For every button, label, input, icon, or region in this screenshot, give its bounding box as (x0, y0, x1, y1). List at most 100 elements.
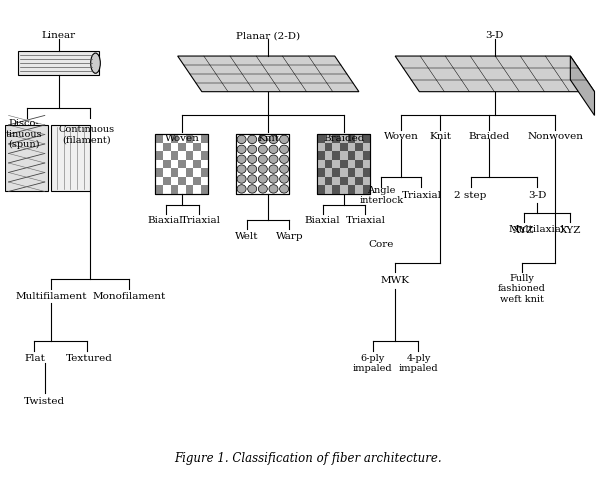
Ellipse shape (280, 185, 288, 193)
Bar (340, 134, 348, 143)
Bar (236, 134, 290, 194)
Text: Continuous
(filament): Continuous (filament) (59, 125, 115, 144)
Bar (325, 177, 332, 185)
Text: XYZ: XYZ (560, 226, 581, 235)
Bar (348, 160, 355, 168)
Text: Figure 1. Classification of fiber architecture.: Figure 1. Classification of fiber archit… (174, 452, 441, 465)
Bar (340, 152, 348, 160)
Text: Biaxial: Biaxial (148, 217, 183, 226)
Bar (355, 152, 363, 160)
Bar (363, 185, 370, 194)
Ellipse shape (247, 175, 257, 183)
Ellipse shape (258, 155, 268, 163)
Text: Multilaxial: Multilaxial (509, 225, 565, 234)
Bar (332, 143, 340, 152)
Bar (332, 160, 340, 168)
Bar (332, 152, 340, 160)
Bar (201, 152, 208, 160)
Ellipse shape (269, 155, 278, 163)
Ellipse shape (269, 175, 278, 183)
Bar (348, 143, 355, 152)
Text: Biaxial: Biaxial (305, 217, 340, 226)
Ellipse shape (90, 53, 100, 73)
Ellipse shape (280, 165, 288, 174)
Bar (236, 134, 290, 194)
Ellipse shape (280, 155, 288, 163)
Text: Disco-
tinuous
(spun): Disco- tinuous (spun) (5, 120, 42, 150)
Bar (340, 168, 348, 177)
Bar (201, 134, 208, 143)
Bar (332, 177, 340, 185)
Text: Angle
interlock: Angle interlock (359, 185, 403, 205)
Polygon shape (570, 56, 595, 116)
Bar (155, 152, 163, 160)
Text: Knit: Knit (430, 132, 452, 141)
Bar (355, 185, 363, 194)
Bar (317, 134, 370, 194)
Bar (170, 152, 178, 160)
Ellipse shape (237, 135, 246, 143)
Bar (332, 134, 340, 143)
Bar (332, 185, 340, 194)
Text: 4-ply
impaled: 4-ply impaled (399, 354, 439, 373)
Bar (317, 134, 325, 143)
Text: Warp: Warp (276, 232, 303, 241)
Text: Braided: Braided (323, 134, 365, 143)
Bar (201, 168, 208, 177)
Polygon shape (178, 56, 359, 92)
Bar (340, 185, 348, 194)
Bar (325, 160, 332, 168)
Ellipse shape (280, 175, 288, 183)
Bar (317, 177, 325, 185)
Bar (317, 185, 325, 194)
Bar (317, 160, 325, 168)
Ellipse shape (237, 145, 246, 153)
Bar (155, 134, 163, 143)
Bar (348, 177, 355, 185)
Bar (193, 160, 201, 168)
Bar (332, 168, 340, 177)
Ellipse shape (269, 185, 278, 193)
Ellipse shape (247, 155, 257, 163)
Bar (163, 143, 170, 152)
Bar (355, 177, 363, 185)
Bar (363, 143, 370, 152)
Text: 3-D: 3-D (528, 191, 546, 200)
Bar (155, 134, 208, 194)
Polygon shape (395, 56, 595, 92)
Ellipse shape (280, 135, 288, 143)
Ellipse shape (258, 135, 268, 143)
Ellipse shape (247, 135, 257, 143)
Bar (348, 185, 355, 194)
Text: Woven: Woven (164, 134, 199, 143)
Bar (355, 143, 363, 152)
Bar (340, 160, 348, 168)
Bar (317, 134, 370, 194)
Bar (155, 134, 208, 194)
Bar (325, 143, 332, 152)
Bar (163, 177, 170, 185)
Text: Twisted: Twisted (24, 397, 65, 406)
Text: Multifilament: Multifilament (15, 293, 87, 302)
Ellipse shape (269, 165, 278, 174)
Text: Woven: Woven (384, 132, 419, 141)
Text: Monofilament: Monofilament (93, 293, 166, 302)
Text: Triaxial: Triaxial (181, 217, 221, 226)
Bar (348, 168, 355, 177)
Text: Textured: Textured (65, 354, 112, 363)
Text: XYZ: XYZ (513, 226, 535, 235)
Bar (325, 168, 332, 177)
Bar (355, 160, 363, 168)
Bar (170, 168, 178, 177)
Ellipse shape (269, 135, 278, 143)
Text: Nonwoven: Nonwoven (527, 132, 584, 141)
Bar (18, 51, 99, 75)
Text: Triaxial: Triaxial (346, 217, 386, 226)
Bar (340, 177, 348, 185)
Bar (186, 134, 193, 143)
Text: Triaxial: Triaxial (402, 191, 442, 200)
Bar (355, 134, 363, 143)
Bar (317, 143, 325, 152)
Ellipse shape (258, 175, 268, 183)
Bar (5, 125, 48, 192)
